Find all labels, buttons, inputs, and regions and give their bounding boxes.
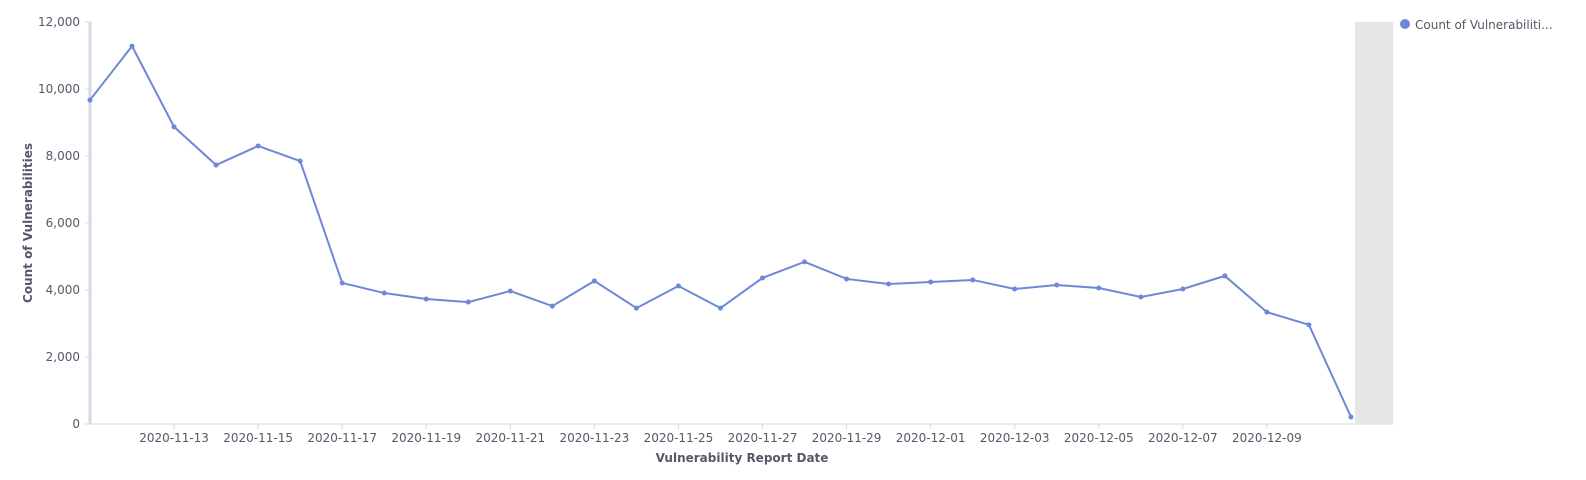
x-tick-label: 2020-11-29 [812,431,882,445]
point [129,43,135,49]
legend-swatch [1400,19,1410,29]
point [297,158,303,164]
y-tick-label: 2,000 [46,350,80,364]
point [591,278,597,284]
point [255,143,261,149]
point [1012,286,1018,292]
point [970,277,976,283]
y-tick-label: 4,000 [46,283,80,297]
x-tick-label: 2020-11-13 [139,431,209,445]
point [423,296,429,302]
x-axis-title: Vulnerability Report Date [656,451,829,465]
y-tick-label: 12,000 [38,15,80,29]
point [1180,286,1186,292]
x-tick-label: 2020-11-17 [307,431,377,445]
point [465,299,471,305]
x-tick-label: 2020-12-09 [1232,431,1302,445]
point [675,283,681,289]
y-tick-label: 8,000 [46,149,80,163]
line [89,44,1352,418]
x-tick-label: 2020-12-05 [1064,431,1134,445]
partial-bucket [1354,22,1393,424]
x-tick-label: 2020-11-21 [475,431,545,445]
point [171,124,177,130]
point [507,288,513,294]
point [802,259,808,265]
y-tick-label: 10,000 [38,82,80,96]
point [886,281,892,287]
legend-label: Count of Vulnerabiliti... [1415,18,1553,32]
point [549,303,555,309]
point [717,305,723,311]
point [1222,273,1228,279]
point [381,290,387,296]
point [1096,285,1102,291]
y-tick-label: 6,000 [46,216,80,230]
x-tick-label: 2020-11-25 [644,431,714,445]
point [1054,282,1060,288]
point [339,280,345,286]
x-tick-label: 2020-11-15 [223,431,293,445]
point [760,275,766,281]
point [1264,309,1270,315]
x-tick-label: 2020-11-19 [391,431,461,445]
point [213,162,219,168]
point [633,305,639,311]
x-tick-label: 2020-12-07 [1148,431,1218,445]
point [1306,322,1312,328]
x-tick-label: 2020-11-27 [728,431,798,445]
point [844,276,850,282]
x-tick-label: 2020-11-23 [560,431,630,445]
point [928,279,934,285]
y-tick-label: 0 [72,417,80,431]
point [1138,294,1144,300]
y-axis-title: Count of Vulnerabilities [21,143,35,303]
x-tick-label: 2020-12-03 [980,431,1050,445]
point [1348,414,1354,420]
point [87,97,93,103]
x-tick-label: 2020-12-01 [896,431,966,445]
